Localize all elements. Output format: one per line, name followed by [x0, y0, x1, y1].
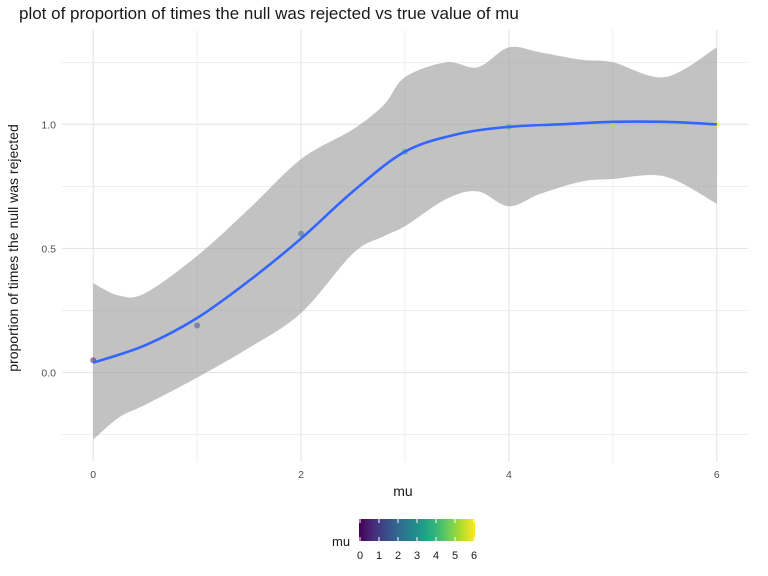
- x-tick-label: 2: [298, 469, 304, 481]
- confidence-band-layer: [93, 46, 717, 440]
- x-axis-title: mu: [393, 483, 412, 499]
- data-point: [194, 322, 201, 329]
- chart-title: plot of proportion of times the null was…: [19, 4, 519, 23]
- smooth-line-layer: [92, 120, 717, 364]
- legend-tick-label: 5: [452, 550, 458, 562]
- legend-title: mu: [332, 534, 350, 549]
- x-tick-label: 0: [90, 469, 96, 481]
- points-layer: [90, 121, 720, 364]
- smooth-line: [92, 120, 717, 364]
- x-tick-label: 4: [506, 469, 512, 481]
- x-tick-label: 6: [714, 469, 720, 481]
- legend-tick-label: 1: [376, 550, 382, 562]
- legend-tick-label: 3: [414, 550, 420, 562]
- legend-tick-label: 2: [395, 550, 401, 562]
- legend-tick-label: 6: [471, 550, 477, 562]
- tick-labels: 0 2 4 6 0.0 0.5 1.0: [41, 119, 720, 481]
- y-axis-title: proportion of times the null was rejecte…: [5, 124, 21, 371]
- data-point: [298, 230, 305, 237]
- y-tick-label: 1.0: [41, 119, 56, 131]
- legend-tick-label: 0: [357, 550, 363, 562]
- y-tick-label: 0.5: [41, 243, 56, 255]
- legend-tick-label: 4: [433, 550, 439, 562]
- legend: mu 0 1 2 3 4 5 6: [332, 519, 477, 562]
- confidence-band: [93, 46, 717, 440]
- y-tick-label: 0.0: [41, 368, 56, 380]
- legend-colorbar: [359, 519, 475, 541]
